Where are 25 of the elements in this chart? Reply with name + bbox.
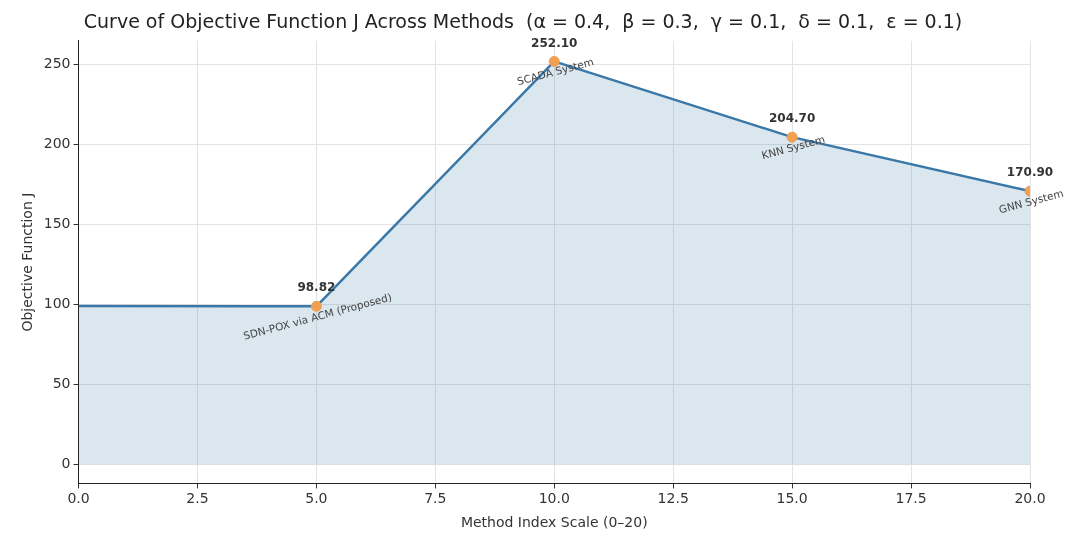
- x-tick-label: 17.5: [895, 490, 927, 507]
- x-tick-label: 2.5: [186, 490, 209, 507]
- chart-title: Curve of Objective Function J Across Methods (α = 0.4, β = 0.3, γ = 0.1, δ = 0.1, ε = 0.1): [83, 10, 963, 33]
- x-tick-label: 10.0: [538, 490, 570, 507]
- y-tick-label: 100: [43, 295, 71, 312]
- y-tick-label: 150: [43, 215, 71, 232]
- x-tick-label: 20.0: [1014, 490, 1046, 507]
- y-axis-title: Objective Function J: [19, 192, 36, 332]
- y-tick-label: 200: [43, 135, 71, 152]
- x-tick-label: 5.0: [305, 490, 328, 507]
- y-tick-label: 250: [43, 55, 71, 72]
- annotation: KNN System: [760, 132, 827, 162]
- y-tick-label: 0: [61, 454, 71, 471]
- data-label: 98.82: [297, 280, 336, 295]
- data-label: 204.70: [768, 111, 816, 126]
- x-tick-label: 7.5: [424, 490, 447, 507]
- y-tick-label: 50: [52, 374, 71, 391]
- annotation: GNN System: [997, 186, 1065, 216]
- x-tick-label: 12.5: [657, 490, 689, 507]
- x-tick-label: 15.0: [776, 490, 808, 507]
- annotation: SCADA System: [515, 55, 595, 88]
- x-tick-label: 0.0: [67, 490, 90, 507]
- x-axis-title: Method Index Scale (0–20): [460, 514, 648, 531]
- data-label: 170.90: [1006, 165, 1054, 180]
- data-label: 252.10: [531, 35, 578, 50]
